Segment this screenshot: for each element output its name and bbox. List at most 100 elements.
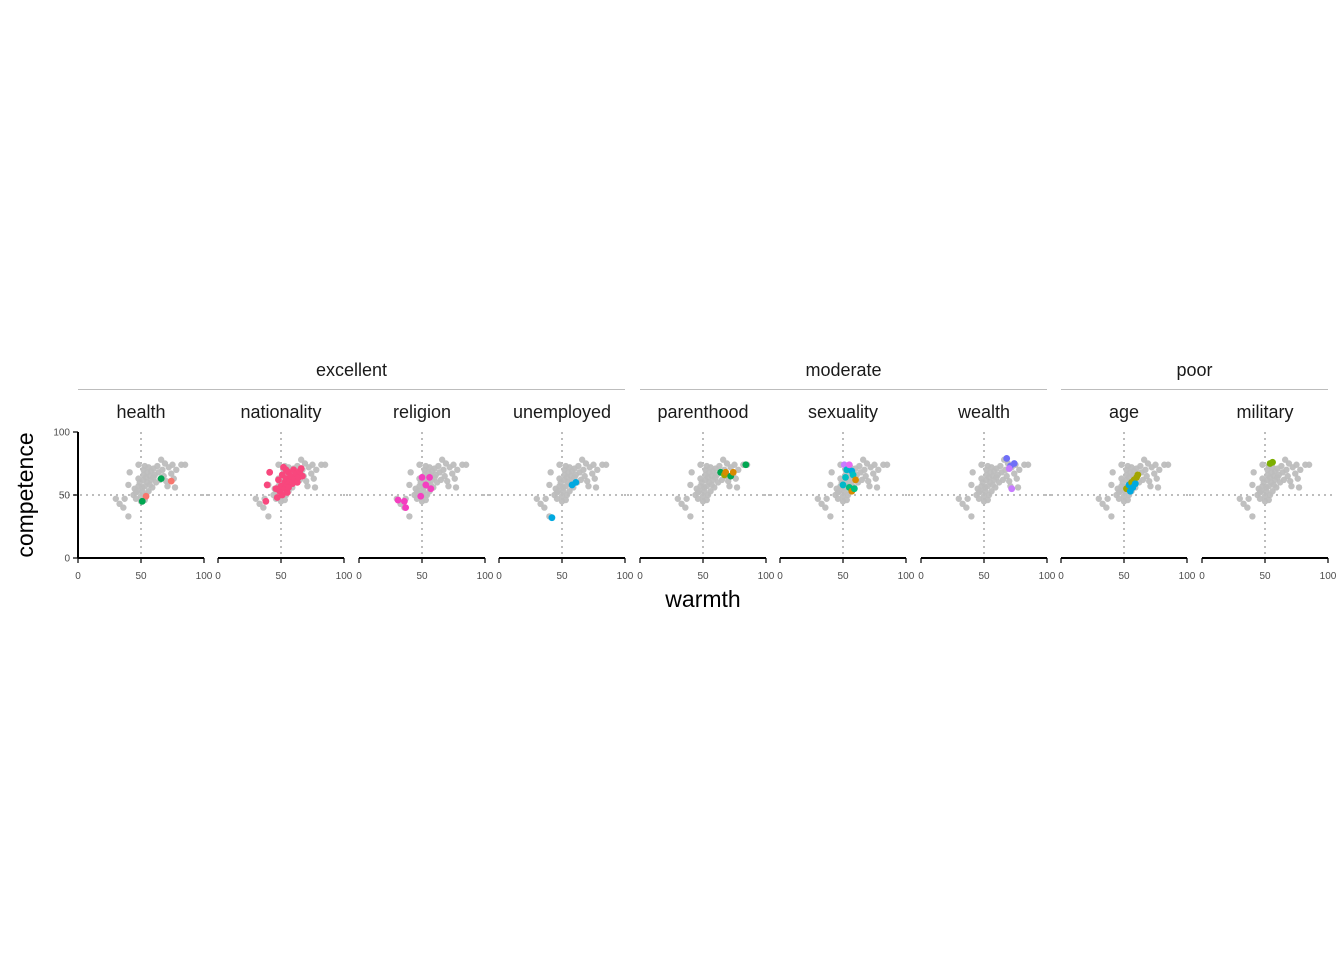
background-point (281, 496, 288, 504)
background-point (450, 461, 457, 468)
background-point (169, 461, 176, 468)
background-point (968, 481, 975, 489)
x-tick-label: 100 (758, 571, 775, 582)
background-point (726, 482, 733, 490)
facet-label: sexuality (808, 402, 878, 422)
highlight-point (1005, 465, 1013, 472)
background-point (814, 495, 821, 502)
background-point (1249, 513, 1256, 520)
facet-label: parenthood (657, 402, 748, 422)
highlight-point (1010, 460, 1018, 467)
highlight-point (299, 472, 306, 480)
background-point (171, 484, 179, 491)
background-point (562, 496, 569, 504)
background-point (683, 495, 690, 502)
background-point (1294, 475, 1301, 482)
background-point (1293, 461, 1300, 468)
background-point (134, 488, 141, 495)
x-tick-label: 50 (275, 571, 287, 582)
background-point (533, 495, 540, 502)
background-point (407, 469, 414, 476)
facet-unemployed: unemployed 0 50 100 (483, 402, 634, 582)
facet-label: unemployed (513, 402, 611, 422)
background-point (1284, 472, 1291, 480)
facet-label: age (1109, 402, 1139, 422)
background-point (584, 477, 591, 485)
background-point (975, 495, 983, 502)
background-point (1115, 495, 1123, 502)
background-point (711, 484, 718, 491)
x-tick-label: 0 (918, 571, 924, 582)
background-point (181, 461, 189, 468)
highlight-point (422, 481, 430, 489)
highlight-point (722, 468, 730, 476)
background-point (303, 477, 310, 485)
background-point (883, 461, 891, 468)
highlight-point (845, 461, 853, 469)
background-point (308, 470, 315, 477)
x-tick-label: 50 (697, 571, 709, 582)
x-tick-label: 100 (196, 571, 213, 582)
background-point (735, 466, 742, 473)
background-point (674, 495, 681, 502)
background-point (592, 484, 600, 491)
x-tick-label: 50 (1259, 571, 1271, 582)
background-point (682, 504, 689, 511)
background-point (1236, 495, 1244, 502)
group-strip-poor: poor (1061, 360, 1328, 390)
group-strip-moderate: moderate (640, 360, 1047, 390)
x-tick-label: 100 (477, 571, 494, 582)
highlight-point (849, 471, 857, 479)
background-point (1305, 461, 1313, 468)
background-point (435, 462, 442, 470)
highlight-point (297, 465, 305, 472)
background-point (872, 475, 879, 482)
facet-health: health 0 50 100 0 50 100 (53, 402, 212, 582)
background-point (725, 477, 732, 485)
highlight-point (282, 466, 290, 474)
facet-military: military 0 50 100 (1186, 402, 1337, 582)
highlight-point (852, 476, 859, 484)
background-point (440, 466, 447, 473)
background-point (1095, 495, 1103, 502)
highlight-point (400, 497, 408, 505)
background-point (997, 462, 1004, 470)
background-point (1104, 495, 1111, 502)
background-point (590, 461, 597, 468)
background-point (321, 461, 329, 468)
x-tick-label: 100 (336, 571, 353, 582)
x-tick-label: 0 (1199, 571, 1205, 582)
background-point (1297, 466, 1304, 473)
background-point (978, 461, 985, 468)
background-point (992, 484, 999, 491)
background-point (843, 496, 850, 504)
group-label: moderate (805, 360, 881, 380)
highlight-point (548, 514, 556, 522)
background-point (555, 488, 562, 495)
highlight-point (850, 485, 858, 493)
highlight-point (1131, 480, 1139, 488)
background-point (1118, 461, 1125, 468)
background-point (173, 466, 180, 473)
background-point (1283, 466, 1290, 473)
group-label: excellent (316, 360, 387, 380)
background-point (275, 461, 282, 468)
background-point (1014, 484, 1022, 491)
background-point (125, 481, 132, 489)
background-point (732, 475, 739, 482)
background-point (441, 472, 448, 480)
facet-label: nationality (240, 402, 321, 422)
background-point (1006, 477, 1013, 485)
background-point (1011, 470, 1018, 477)
background-point (716, 462, 723, 470)
background-point (827, 481, 834, 489)
highlight-point (572, 479, 580, 486)
background-point (135, 461, 142, 468)
background-point (977, 488, 984, 495)
background-point (697, 461, 704, 468)
background-point (1250, 469, 1257, 476)
facet-sexuality: sexuality 0 50 100 (764, 402, 915, 582)
x-tick-label: 100 (617, 571, 634, 582)
background-point (1152, 461, 1159, 468)
x-tick-label: 50 (556, 571, 568, 582)
